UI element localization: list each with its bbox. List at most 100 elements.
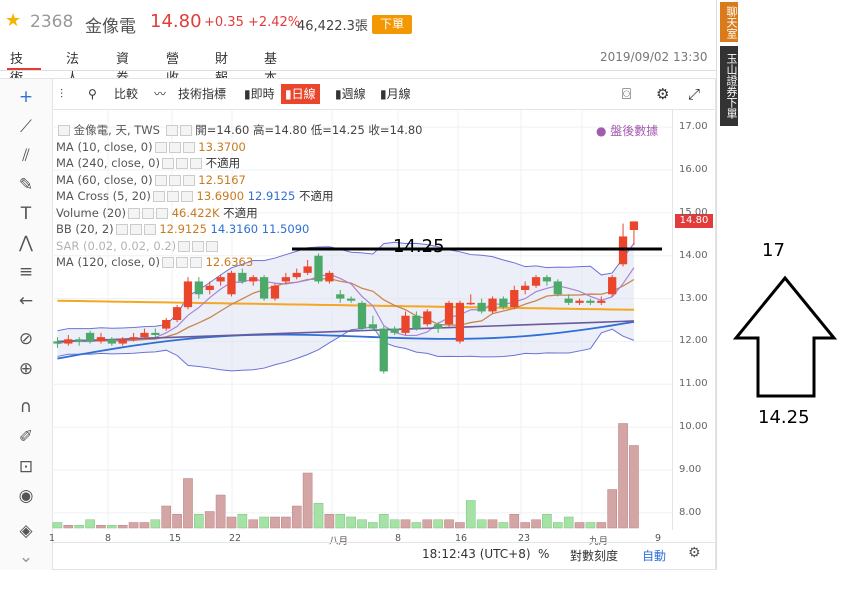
x-tick-label: 九月: [589, 536, 609, 547]
indicator-value-3: 11.5090: [261, 222, 310, 236]
settings-toggle-icon[interactable]: [175, 257, 188, 268]
pattern-icon[interactable]: ⋀: [19, 233, 33, 253]
magnet-icon[interactable]: ∩: [19, 397, 33, 417]
volume-bar: [400, 519, 411, 529]
candle-body: [238, 272, 247, 282]
eye-toggle-icon[interactable]: [161, 257, 174, 268]
indicators-button[interactable]: 技術指標: [178, 87, 227, 101]
volume-bar: [215, 494, 226, 529]
settings-toggle-icon[interactable]: [192, 240, 205, 252]
volume-bar: [259, 516, 269, 529]
weekly-button[interactable]: ▮週線: [335, 87, 366, 101]
indicator-value: 12.9125: [159, 222, 207, 236]
lock-drawing-icon[interactable]: ✐: [18, 427, 34, 447]
candle-body: [423, 311, 432, 325]
candle-body: [96, 337, 106, 342]
monthly-button[interactable]: ▮月線: [380, 87, 411, 101]
x-tick-label: 9: [655, 533, 662, 544]
eye-toggle-icon[interactable]: [115, 224, 128, 235]
settings-toggle-icon[interactable]: [166, 191, 179, 202]
volume-bar: [368, 522, 378, 529]
y-tick-label: 8.00: [679, 506, 702, 518]
header-divider: [0, 70, 716, 71]
unlock-icon[interactable]: ⊡: [18, 457, 34, 477]
candle-body: [216, 277, 225, 282]
indicator-value: 12.5167: [198, 172, 246, 187]
volume-bar: [226, 516, 237, 529]
remove-indicator-icon[interactable]: [189, 158, 202, 169]
price-axis[interactable]: 14.80 17.00 16.00 15.00 14.00 13.00 12.00 11.0…: [672, 110, 716, 530]
crosshair-icon[interactable]: +: [18, 87, 34, 107]
settings-toggle-icon[interactable]: [168, 174, 181, 186]
settings-toggle-icon[interactable]: [175, 158, 188, 169]
candle-body: [346, 298, 356, 301]
settings-toggle-icon[interactable]: [179, 125, 192, 136]
eye-toggle-icon[interactable]: [152, 191, 165, 202]
eye-toggle-icon[interactable]: [161, 158, 174, 169]
candle-body: [434, 324, 443, 329]
pitchfork-icon[interactable]: ⫽: [22, 146, 30, 166]
indicator-value-2: 14.3160: [210, 222, 259, 236]
zoom-in-icon[interactable]: ⊕: [18, 359, 34, 379]
order-button[interactable]: 下單: [372, 15, 412, 34]
eye-toggle-icon[interactable]: [178, 240, 191, 252]
price-chart[interactable]: [52, 110, 672, 530]
eye-toggle-icon[interactable]: [154, 174, 167, 186]
chart-settings-icon[interactable]: ⚙: [688, 545, 701, 561]
collapse-legend-icon[interactable]: [58, 125, 70, 136]
settings-gear-icon[interactable]: ⚙: [656, 85, 670, 103]
remove-indicator-icon[interactable]: [180, 191, 193, 202]
candle-style-icon[interactable]: ⫶: [60, 87, 64, 101]
candle-body: [336, 294, 345, 299]
settings-toggle-icon[interactable]: [142, 207, 155, 219]
remove-indicator-icon[interactable]: [206, 240, 219, 252]
chat-room-button[interactable]: 聊天室: [720, 2, 738, 42]
compare-button[interactable]: 比較: [114, 87, 139, 101]
candle-body: [379, 328, 388, 372]
settings-toggle-icon[interactable]: [168, 141, 181, 153]
support-line-label: 14.25: [393, 236, 445, 257]
collapse-icon[interactable]: ⌄: [18, 547, 34, 567]
fullscreen-icon[interactable]: ⤢: [688, 85, 701, 103]
remove-indicator-icon[interactable]: [182, 174, 195, 186]
volume-bar: [433, 519, 443, 529]
percent-toggle[interactable]: %: [538, 547, 550, 561]
candle-body: [281, 277, 290, 282]
intraday-button[interactable]: ▮即時: [244, 87, 275, 101]
daily-button[interactable]: ▮日線: [281, 84, 320, 104]
auto-scale-toggle[interactable]: 自動: [642, 549, 667, 563]
favorite-star-icon[interactable]: ★: [5, 10, 22, 31]
indicator-value: 13.3700: [198, 139, 246, 154]
candle-body: [64, 339, 73, 344]
candle-body: [390, 328, 399, 333]
text-tool-icon[interactable]: T: [20, 204, 32, 224]
esun-order-button[interactable]: 玉山證券下單: [720, 46, 738, 126]
volume-bar: [52, 522, 63, 529]
volume-bar: [520, 522, 530, 529]
settings-toggle-icon[interactable]: [129, 224, 142, 235]
remove-indicator-icon[interactable]: [156, 207, 169, 219]
candle-body: [597, 300, 606, 303]
layers-icon[interactable]: ◈: [19, 521, 33, 541]
eye-toggle-icon[interactable]: [165, 125, 178, 136]
back-arrow-icon[interactable]: ←: [18, 291, 34, 311]
stock-name: 金像電: [85, 17, 136, 37]
y-tick-label: 17.00: [679, 121, 708, 133]
log-scale-toggle[interactable]: 對數刻度: [570, 549, 619, 563]
remove-indicator-icon[interactable]: [143, 224, 156, 235]
brush-icon[interactable]: ✎: [18, 175, 34, 195]
eye-icon[interactable]: ◉: [18, 486, 34, 506]
camera-icon[interactable]: ⌼: [622, 85, 632, 103]
indicator-icon[interactable]: 〰: [154, 87, 167, 101]
ruler-icon[interactable]: ⊘: [18, 329, 34, 349]
compare-icon[interactable]: ⚲: [88, 87, 97, 101]
eye-toggle-icon[interactable]: [128, 207, 141, 219]
remove-indicator-icon[interactable]: [189, 257, 202, 268]
remove-indicator-icon[interactable]: [182, 141, 195, 153]
volume-bar: [270, 516, 280, 529]
volume-bar: [313, 503, 324, 529]
volume-bar: [335, 514, 346, 529]
eye-toggle-icon[interactable]: [154, 141, 167, 153]
trend-line-icon[interactable]: ⟋: [20, 117, 32, 137]
fib-icon[interactable]: ≡: [18, 262, 34, 282]
